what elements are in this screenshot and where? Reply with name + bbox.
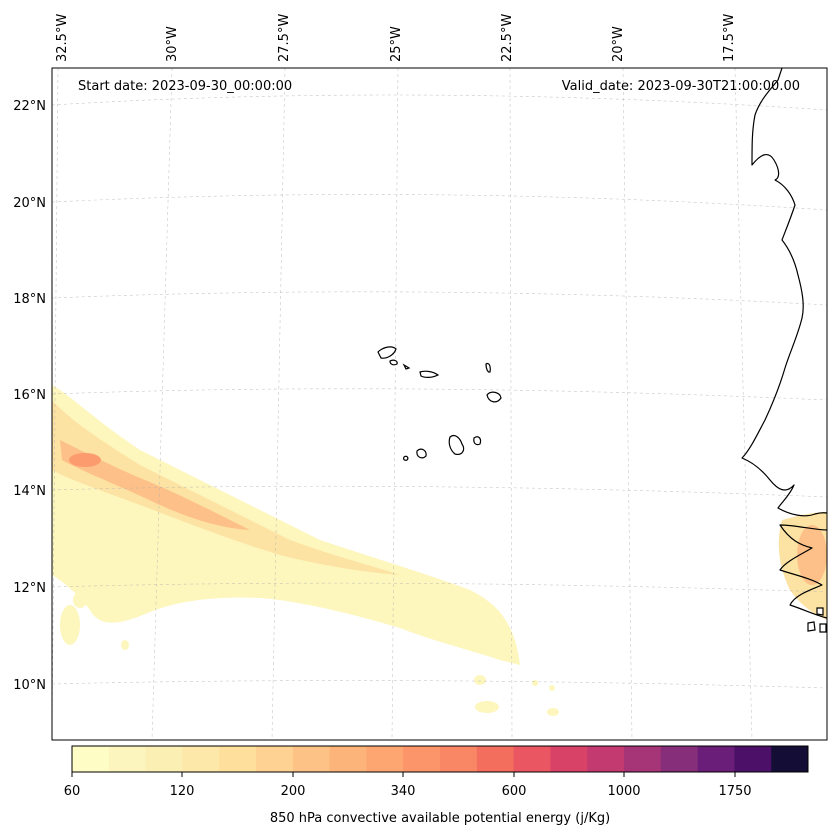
colorbar-tick-label: 60: [64, 784, 81, 799]
lat-label: 16°N: [13, 388, 46, 403]
colorbar-segment: [403, 746, 441, 772]
cape-blob-8: [549, 685, 555, 691]
lat-labels: 22°N 20°N 18°N 16°N 14°N 12°N 10°N: [13, 99, 46, 693]
lat-label: 22°N: [13, 99, 46, 114]
colorbar-segment: [145, 746, 183, 772]
lon-label: 32.5°W: [55, 14, 70, 62]
africa-coastline-south: [779, 524, 827, 619]
gridlines: [52, 68, 827, 740]
lat-label: 20°N: [13, 196, 46, 211]
cape-blob-4: [475, 701, 499, 713]
lat-label: 14°N: [13, 484, 46, 499]
colorbar-tick-label: 1750: [718, 784, 751, 799]
island-3: [819, 623, 827, 633]
colorbar-segment: [440, 746, 478, 772]
cape-band-high: [60, 440, 250, 530]
colorbar-segment: [292, 746, 331, 772]
cape-africa-core: [797, 525, 827, 585]
island-santa-luzia: [402, 363, 411, 370]
map-frame: [51, 67, 828, 741]
colorbar: [71, 745, 809, 777]
lat-label: 10°N: [13, 678, 46, 693]
colorbar-segment: [587, 746, 625, 772]
cape-blob-2: [73, 592, 87, 608]
colorbar-segment: [329, 746, 367, 772]
island-maio: [473, 436, 482, 446]
colorbar-segment: [771, 746, 809, 772]
cape-blob-7: [532, 680, 538, 686]
cape-band-low: [52, 385, 520, 665]
lon-label: 22.5°W: [500, 14, 515, 62]
lon-label: 25°W: [389, 26, 404, 62]
colorbar-segment: [108, 746, 147, 772]
lon-labels: 32.5°W 30°W 27.5°W 25°W 22.5°W 20°W 17.5…: [55, 14, 737, 62]
colorbar-title: 850 hPa convective available potential e…: [270, 811, 610, 826]
colorbar-tick-label: 1000: [607, 784, 640, 799]
cape-verde-islands: [377, 346, 502, 461]
colorbar-segment: [366, 746, 404, 772]
island-sao-nicolau: [419, 370, 440, 378]
colorbar-segment: [513, 746, 551, 772]
island-sao-vicente: [389, 359, 398, 366]
start-date-label: Start date: 2023-09-30_00:00:00: [78, 79, 292, 94]
island-brava: [403, 455, 409, 461]
island-boa-vista: [486, 391, 502, 403]
lon-label: 27.5°W: [277, 14, 292, 62]
colorbar-tick-label: 340: [391, 784, 416, 799]
cape-blob-1: [60, 605, 80, 645]
island-santo-antao: [377, 346, 397, 359]
cape-peak: [69, 453, 101, 467]
colorbar-segment: [476, 746, 515, 772]
colorbar-tick-label: 200: [281, 784, 306, 799]
colorbar-segment: [182, 746, 220, 772]
colorbar-segment: [256, 746, 294, 772]
colorbar-segment: [624, 746, 662, 772]
colorbar-segment: [550, 746, 588, 772]
colorbar-tick-label: 600: [502, 784, 527, 799]
africa-coastline: [741, 68, 827, 517]
colorbar-ticks: 60 120 200 340 600 1000 1750: [64, 784, 752, 799]
lon-label: 30°W: [165, 26, 180, 62]
colorbar-segment: [660, 746, 699, 772]
island-sal: [485, 362, 491, 373]
bijagos-islands: [807, 607, 827, 633]
island-2: [816, 607, 824, 616]
colorbar-tick-label: 120: [170, 784, 195, 799]
colorbar-segment: [734, 746, 772, 772]
lat-label: 18°N: [13, 292, 46, 307]
colorbar-segment: [697, 746, 735, 772]
lon-label: 20°W: [611, 26, 626, 62]
cape-blob-6: [547, 708, 559, 716]
island-santiago: [448, 434, 465, 455]
cape-field: [52, 385, 827, 716]
colorbar-segment: [72, 746, 110, 772]
colorbar-border: [71, 745, 809, 773]
lon-label: 17.5°W: [722, 14, 737, 62]
cape-blob-3: [121, 640, 129, 650]
colorbar-segment: [219, 746, 257, 772]
lat-label: 12°N: [13, 581, 46, 596]
cape-blob-5: [474, 675, 486, 685]
island-fogo: [416, 448, 427, 459]
island-1: [807, 621, 816, 632]
valid-date-label: Valid_date: 2023-09-30T21:00:00.00: [562, 79, 800, 94]
